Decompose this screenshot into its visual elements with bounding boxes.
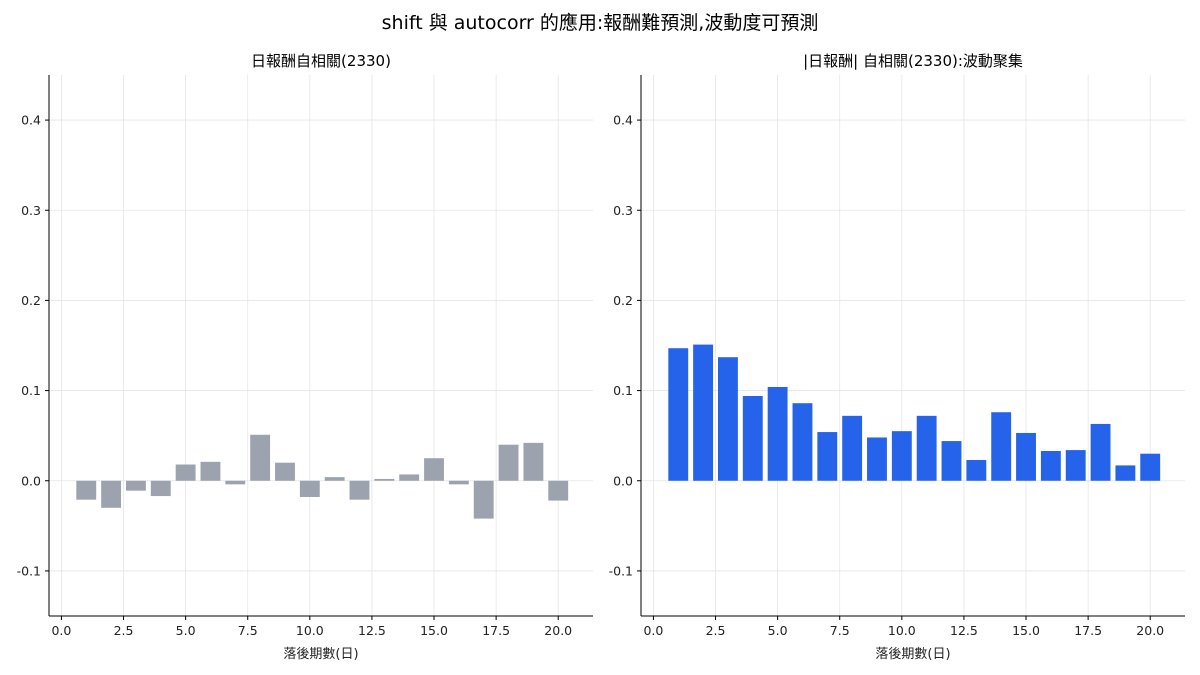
left-bar-lag-14 [399,474,420,481]
left-bar-lag-17 [473,480,494,519]
right-xtick-label: 10.0 [888,623,916,638]
left-chart-panel: 日報酬自相關(2330) 落後期數(日) 0.0 2.5 5.0 7.5 10.0 12.… [17,52,593,662]
right-xtick-label: 17.5 [1074,623,1102,638]
right-ytick-label: 0.0 [613,473,633,488]
left-bar-lag-9 [275,462,295,481]
right-xtick-label: 20.0 [1136,623,1164,638]
right-bar-lag-20 [1140,453,1161,481]
left-ytick-label: 0.3 [21,203,41,218]
left-bar-lag-3 [126,480,146,491]
left-chart-xlabel: 落後期數(日) [283,647,358,662]
right-bar-lag-6 [792,403,813,481]
left-bar-lag-16 [448,480,469,485]
right-bar-lag-3 [718,357,738,481]
left-ytick-label: 0.4 [21,113,41,128]
left-bar-lag-13 [374,478,395,481]
right-chart-xlabel: 落後期數(日) [875,647,950,662]
left-xtick-label: 5.0 [176,623,196,638]
right-xtick-label: 7.5 [830,623,850,638]
figure-title: shift 與 autocorr 的應用:報酬難預測,波動度可預測 [382,11,819,34]
left-bar-lag-12 [349,480,370,500]
right-bar-lag-2 [693,344,714,481]
right-ytick-label: 0.2 [613,293,633,308]
right-bar-lag-10 [891,431,912,481]
right-bar-lag-4 [742,395,763,481]
left-ytick-label: 0.1 [21,383,41,398]
left-xtick-label: 0.0 [51,623,71,638]
right-bar-lag-17 [1065,450,1086,481]
left-bar-lag-4 [150,480,171,497]
left-xtick-label: 15.0 [420,623,448,638]
right-xtick-label: 5.0 [768,623,788,638]
right-xtick-label: 2.5 [706,623,726,638]
right-chart-panel: |日報酬| 自相關(2330):波動聚集 落後期數(日) 0.0 2.5 5.0 7.… [609,52,1185,662]
right-bar-lag-12 [941,441,962,481]
right-ytick-label: 0.4 [613,113,633,128]
right-bar-lag-19 [1115,465,1136,481]
left-bar-lag-2 [101,480,122,508]
left-chart-title: 日報酬自相關(2330) [251,52,391,70]
left-bar-lag-11 [324,477,345,481]
right-ytick-label: -0.1 [609,563,633,578]
left-bar-lag-15 [424,458,444,481]
right-ytick-label: 0.3 [613,203,633,218]
left-ytick-label: -0.1 [17,563,41,578]
right-xtick-label: 0.0 [643,623,663,638]
right-bar-lag-16 [1040,450,1061,481]
right-bar-lag-1 [668,348,689,481]
right-chart-title: |日報酬| 自相關(2330):波動聚集 [803,52,1023,70]
right-bar-lag-11 [916,415,937,481]
right-xtick-label: 15.0 [1012,623,1040,638]
left-bar-lag-10 [299,480,320,497]
left-xtick-label: 17.5 [482,623,510,638]
right-bar-lag-5 [767,386,788,481]
left-bar-lag-6 [200,461,221,481]
left-bar-lag-8 [250,434,271,481]
left-xtick-label: 2.5 [114,623,134,638]
left-bar-lag-7 [225,480,246,485]
left-bar-lag-19 [523,442,544,481]
right-bar-lag-7 [817,432,838,481]
right-bar-lag-18 [1090,423,1111,481]
right-bar-lag-13 [966,460,987,481]
left-ytick-label: 0.2 [21,293,41,308]
left-ytick-label: 0.0 [21,473,41,488]
left-bar-lag-1 [76,480,97,500]
right-bar-lag-9 [867,437,887,481]
right-bar-lag-15 [1016,432,1036,481]
left-xtick-label: 20.0 [544,623,572,638]
left-bar-lag-20 [548,480,569,501]
left-xtick-label: 10.0 [296,623,324,638]
right-bar-lag-14 [991,412,1012,481]
right-ytick-label: 0.1 [613,383,633,398]
left-xtick-label: 7.5 [238,623,258,638]
right-bar-lag-8 [842,415,863,481]
left-bar-lag-5 [175,464,196,481]
left-xtick-label: 12.5 [358,623,386,638]
left-bar-lag-18 [498,444,519,481]
right-xtick-label: 12.5 [950,623,978,638]
